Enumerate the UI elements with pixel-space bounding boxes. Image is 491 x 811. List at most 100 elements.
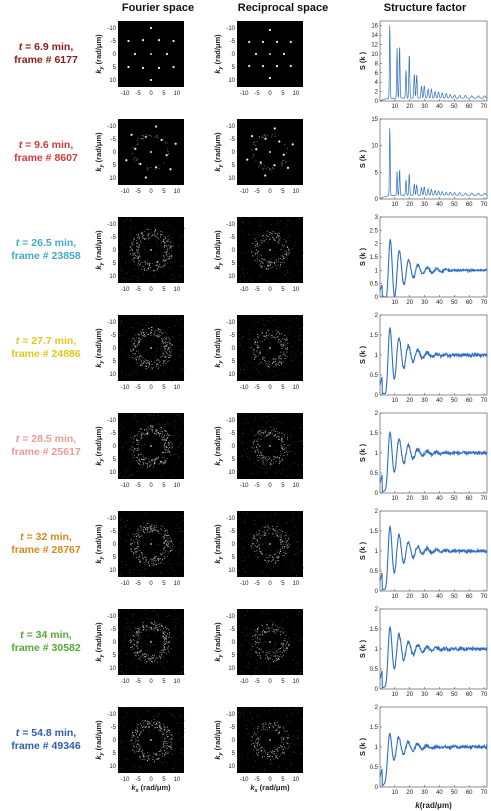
fourier-ytick: 10: [109, 666, 116, 672]
reciprocal-xtick: -5: [254, 581, 260, 587]
y-tick-label: 2: [375, 90, 379, 96]
reciprocal-image-row-8: [237, 707, 303, 773]
x-tick-label: 20: [406, 300, 413, 306]
x-tick-label: 10: [392, 692, 399, 698]
x-tick-label: 60: [466, 202, 473, 208]
reciprocal-ytick: -5: [230, 39, 236, 45]
svg-text:ky (rad/μm): ky (rad/μm): [213, 622, 224, 662]
x-tick-label: 30: [421, 202, 428, 208]
fourier-ytick: -10: [107, 516, 116, 522]
reciprocal-ytick: 0: [232, 248, 236, 254]
row-label: t = 9.6 min, frame # 8607: [2, 139, 90, 165]
reciprocal-ytick: 10: [228, 666, 235, 672]
time-symbol: t: [20, 629, 24, 641]
time-symbol: t: [18, 139, 23, 151]
reciprocal-ytick: 0: [232, 542, 236, 548]
y-tick-label: 0.5: [370, 667, 379, 673]
reciprocal-xtick: 5: [281, 777, 285, 783]
y-tick-label: 2: [375, 509, 379, 515]
fourier-ytick: 5: [113, 751, 117, 757]
time-value: = 9.6 min,: [22, 139, 74, 151]
fourier-ky-label: ky (rad/μm): [94, 720, 105, 760]
fourier-xtick: -10: [121, 385, 130, 391]
reciprocal-ytick: 10: [228, 470, 235, 476]
reciprocal-ytick: -10: [226, 516, 235, 522]
reciprocal-xtick: 0: [268, 91, 272, 97]
fourier-xtick: 0: [149, 679, 153, 685]
y-tick-label: 4: [375, 80, 379, 86]
x-tick-label: 40: [436, 398, 443, 404]
reciprocal-ky-label: ky (rad/μm): [213, 230, 224, 270]
reciprocal-xtick: 10: [292, 385, 299, 391]
svg-text:ky (rad/μm): ky (rad/μm): [94, 132, 105, 172]
reciprocal-ky-label: ky (rad/μm): [213, 426, 224, 466]
reciprocal-xtick: 5: [281, 679, 285, 685]
x-tick-label: 70: [481, 790, 488, 796]
y-tick-label: 1.5: [370, 725, 379, 731]
reciprocal-ytick: -10: [226, 124, 235, 130]
fourier-ytick: 10: [109, 372, 116, 378]
y-tick-label: 0: [375, 99, 379, 105]
fourier-xtick: 5: [162, 483, 166, 489]
reciprocal-xtick: 10: [292, 91, 299, 97]
svg-text:ky (rad/μm): ky (rad/μm): [94, 34, 105, 74]
y-tick-label: 0: [375, 687, 379, 693]
fourier-xtick: 0: [149, 385, 153, 391]
fourier-xtick: 0: [149, 777, 153, 783]
y-tick-label: 0.5: [370, 373, 379, 379]
reciprocal-kx-label: kx (rad/μm): [250, 783, 290, 794]
frame-number: frame # 6177: [14, 54, 78, 66]
reciprocal-ytick: -5: [230, 725, 236, 731]
x-tick-label: 60: [466, 594, 473, 600]
fourier-image-row-4: [118, 315, 185, 382]
y-axis-label: S (k ): [358, 247, 367, 266]
x-tick-label: 70: [481, 692, 488, 698]
y-axis-label: S (k ): [358, 443, 367, 462]
reciprocal-xtick: -5: [254, 483, 260, 489]
reciprocal-ytick: -10: [226, 418, 235, 424]
fourier-ytick: 10: [109, 176, 116, 182]
reciprocal-xtick: -10: [240, 581, 249, 587]
reciprocal-xtick: 10: [292, 483, 299, 489]
time-symbol: t: [18, 41, 23, 53]
y-tick-label: 1.5: [370, 529, 379, 535]
reciprocal-ytick: -5: [230, 529, 236, 535]
plot-area: [379, 118, 488, 200]
fourier-ky-label: ky (rad/μm): [94, 34, 105, 74]
fourier-ytick: -5: [111, 725, 117, 731]
y-tick-label: 0: [375, 393, 379, 399]
time-symbol: t: [15, 433, 20, 445]
y-axis-label: S (k ): [358, 737, 367, 756]
svg-text:ky (rad/μm): ky (rad/μm): [213, 230, 224, 270]
frame-number: frame # 8607: [14, 152, 78, 164]
fourier-ky-label: ky (rad/μm): [94, 426, 105, 466]
y-tick-label: 2: [375, 705, 379, 711]
x-tick-label: 10: [392, 104, 399, 110]
y-tick-label: 12: [371, 43, 378, 49]
reciprocal-ytick: 10: [228, 764, 235, 770]
fourier-xtick: 5: [162, 385, 166, 391]
reciprocal-xtick: -10: [240, 679, 249, 685]
fourier-xtick: 10: [173, 777, 180, 783]
y-tick-label: 1: [375, 647, 379, 653]
x-tick-label: 40: [436, 300, 443, 306]
fourier-xtick: 0: [149, 189, 153, 195]
fourier-ytick: -5: [111, 137, 117, 143]
reciprocal-xtick: -5: [254, 91, 260, 97]
structure-factor-chart-8: [379, 706, 488, 788]
fourier-ytick: 0: [113, 150, 117, 156]
x-tick-label: 70: [481, 594, 488, 600]
fourier-xtick: 0: [149, 581, 153, 587]
frame-number: frame # 28767: [11, 544, 81, 556]
reciprocal-ytick: 10: [228, 568, 235, 574]
svg-text:ky (rad/μm): ky (rad/μm): [213, 328, 224, 368]
y-tick-label: 0.5: [370, 569, 379, 575]
fourier-xtick: -10: [121, 189, 130, 195]
x-tick-label: 30: [421, 594, 428, 600]
reciprocal-xtick: 5: [281, 91, 285, 97]
fourier-xtick: 10: [173, 581, 180, 587]
reciprocal-image-row-1: [237, 21, 303, 87]
fourier-xtick: -5: [135, 91, 141, 97]
x-tick-label: 50: [451, 594, 458, 600]
x-tick-label: 50: [451, 692, 458, 698]
